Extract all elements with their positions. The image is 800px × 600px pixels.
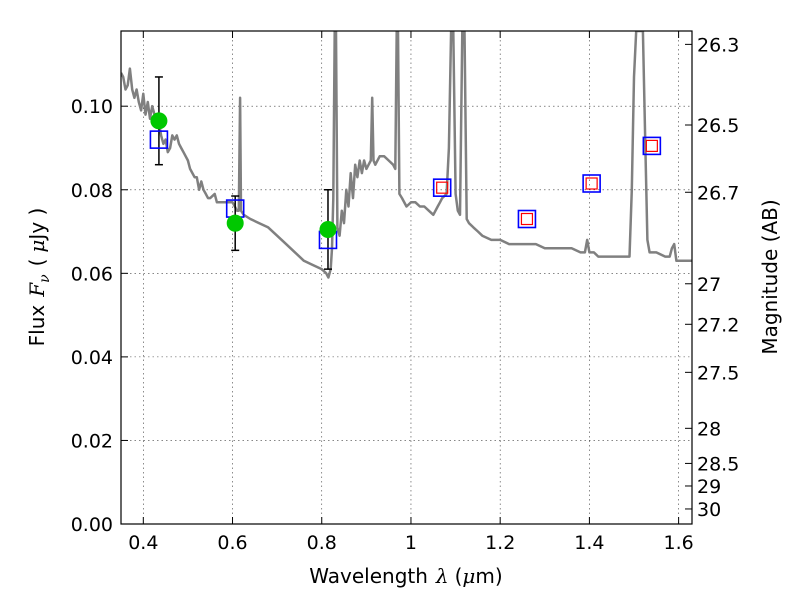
- ticks: 0.4 0.6 0.8 1 1.2 1.4 1.6 0.00 0.02 0.04 0.06 0.08 0…: [71, 31, 739, 554]
- x-tick-label: 1: [405, 532, 417, 554]
- observed-detection-point: [226, 214, 244, 232]
- y-axis-unit-rest: Jy ): [25, 208, 49, 242]
- y-axis-title-right: Magnitude (AB): [758, 199, 782, 354]
- x-tick-label: 0.4: [128, 532, 158, 554]
- x-axis-unit-open: (: [455, 564, 463, 588]
- grid: [121, 31, 692, 524]
- y-axis-unit-mu: μ: [25, 240, 49, 253]
- right-tick-label: 27.5: [697, 362, 739, 384]
- right-tick-label: 26.7: [697, 182, 739, 204]
- right-tick-label: 29: [697, 476, 721, 498]
- x-axis-title-text: Wavelength: [309, 564, 428, 588]
- right-tick-label: 26.3: [697, 34, 739, 56]
- marker-layer: [149, 76, 662, 270]
- right-tick-label: 26.5: [697, 115, 739, 137]
- y-tick-label: 0.08: [71, 180, 113, 202]
- observed-limit-square: [436, 181, 449, 194]
- plot-frame: [120, 30, 693, 525]
- x-axis-symbol: λ: [435, 564, 449, 588]
- y-tick-label: 0.02: [71, 430, 113, 452]
- right-tick-label: 28: [697, 418, 721, 440]
- right-tick-label: 30: [697, 499, 721, 521]
- sed-model-line: [121, 31, 692, 279]
- observed-limit-square: [585, 177, 598, 190]
- model-photometry-square: [582, 174, 601, 193]
- y-tick-label: 0.04: [71, 347, 113, 369]
- x-tick-label: 0.6: [217, 532, 247, 554]
- observed-detection-point: [319, 220, 337, 238]
- observed-limit-square: [520, 212, 534, 226]
- x-tick-label: 1.6: [664, 532, 694, 554]
- y-axis-title-left: Flux Fν ( μJy ): [25, 208, 53, 347]
- y-axis-symbol: F: [25, 282, 49, 298]
- y-axis-unit-open: (: [25, 259, 49, 267]
- x-tick-label: 1.2: [485, 532, 515, 554]
- x-tick-label: 1.4: [574, 532, 604, 554]
- plot-area: [121, 31, 692, 279]
- y-axis-subscript: ν: [37, 274, 53, 283]
- observed-detection-point: [150, 112, 168, 130]
- model-photometry-square: [432, 178, 452, 197]
- y-tick-label: 0.10: [71, 96, 113, 118]
- model-photometry-square: [517, 209, 537, 229]
- y-axis-title-text: Flux: [25, 305, 49, 347]
- y-tick-label: 0.00: [71, 514, 113, 536]
- observed-limit-square: [645, 139, 658, 152]
- model-photometry-square: [642, 136, 662, 156]
- model-photometry-square: [149, 130, 169, 149]
- right-tick-label: 27.2: [697, 314, 739, 336]
- x-axis-title: Wavelength λ (μm): [309, 564, 502, 588]
- y-tick-label: 0.06: [71, 263, 113, 285]
- x-tick-label: 0.8: [307, 532, 337, 554]
- right-tick-label: 28.5: [697, 453, 739, 475]
- right-tick-label: 27: [697, 274, 721, 296]
- x-axis-unit-mu: μ: [462, 564, 475, 588]
- x-axis-unit-rest: m): [475, 564, 502, 588]
